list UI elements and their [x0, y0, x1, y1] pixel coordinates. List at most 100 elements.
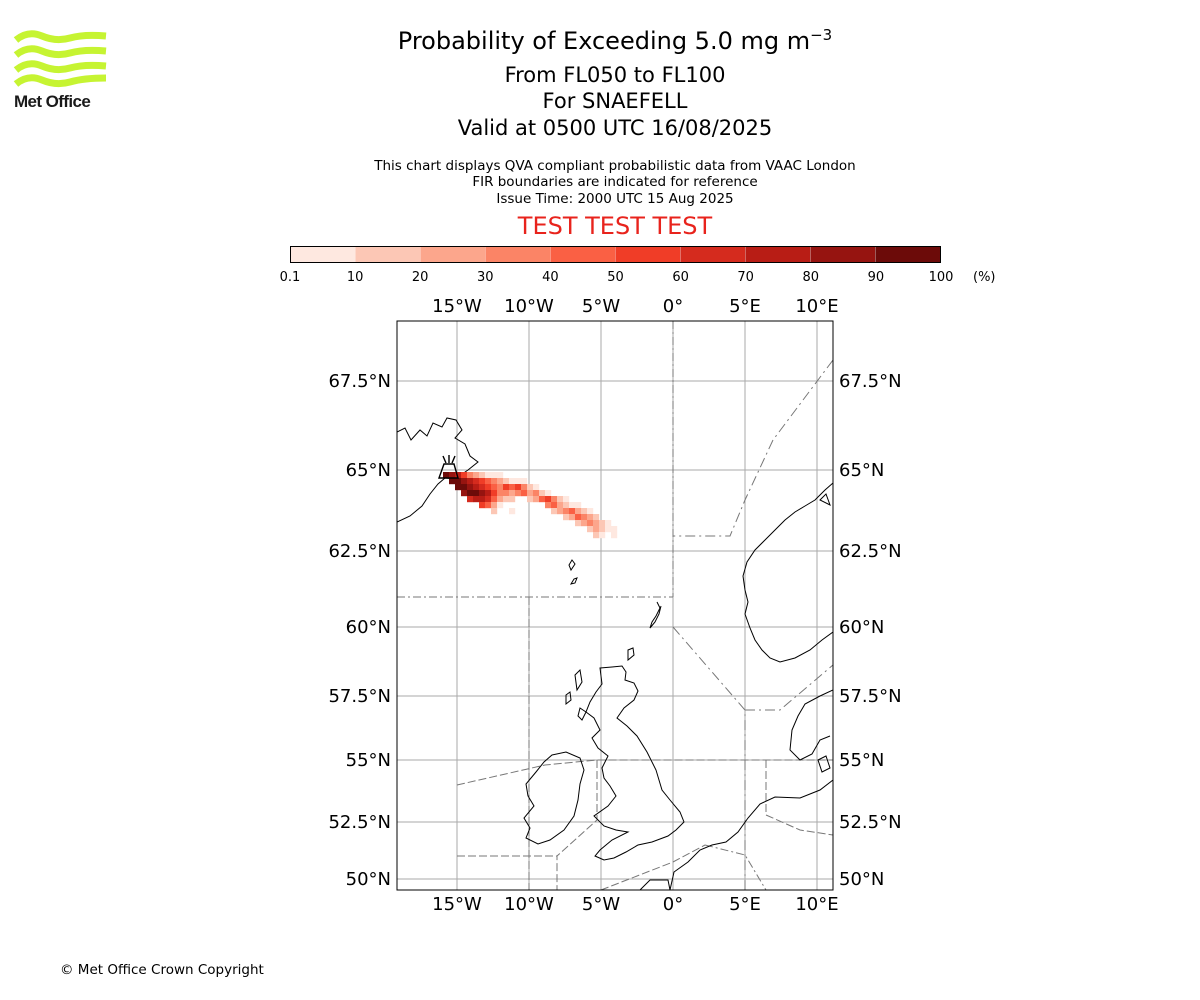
- colorbar-tick-label: 30: [477, 270, 494, 285]
- ash-cell: [473, 496, 480, 503]
- ash-cell: [599, 520, 606, 527]
- colorbar-tick-label: 40: [542, 270, 559, 285]
- ash-cell: [497, 490, 504, 497]
- ash-cell: [503, 496, 510, 503]
- copyright: © Met Office Crown Copyright: [60, 962, 264, 978]
- colorbar-segment: [420, 247, 485, 262]
- ash-cell: [605, 520, 612, 527]
- colorbar-segment: [355, 247, 420, 262]
- ash-cell: [581, 520, 588, 527]
- longitude-label: 10°E: [795, 894, 838, 915]
- ash-cell: [485, 484, 492, 491]
- ash-cell: [509, 508, 516, 515]
- fir-note: FIR boundaries are indicated for referen…: [472, 174, 758, 190]
- longitude-label: 5°E: [729, 296, 761, 317]
- ash-cell: [491, 484, 498, 491]
- ash-cell: [569, 514, 576, 521]
- latitude-label: 55°N: [346, 750, 391, 771]
- ash-cell: [527, 496, 534, 503]
- title-exponent: −3: [810, 26, 833, 44]
- ash-cell: [497, 502, 504, 509]
- ash-cell: [515, 490, 522, 497]
- ash-cell: [485, 472, 492, 479]
- longitude-label: 15°W: [432, 894, 482, 915]
- longitude-label: 5°W: [582, 894, 620, 915]
- valid-time: Valid at 0500 UTC 16/08/2025: [457, 116, 773, 140]
- ash-cell: [569, 502, 576, 509]
- logo-text: Met Office: [14, 92, 91, 111]
- ash-cell: [473, 484, 480, 491]
- met-office-logo-icon: [13, 30, 107, 88]
- ash-cell: [599, 526, 606, 533]
- colorbar-tick-label: 10: [346, 270, 364, 285]
- colorbar-segment: [810, 247, 875, 262]
- ash-probability-field: [443, 472, 618, 539]
- colorbar-segment: [745, 247, 810, 262]
- longitude-label: 10°W: [504, 894, 554, 915]
- ash-cell: [539, 496, 546, 503]
- ash-cell: [461, 484, 468, 491]
- ash-cell: [593, 514, 600, 521]
- ash-cell: [581, 514, 588, 521]
- ash-cell: [473, 490, 480, 497]
- ash-cell: [479, 502, 486, 509]
- ash-cell: [587, 526, 594, 533]
- ash-cell: [455, 478, 462, 485]
- ash-cell: [503, 484, 510, 491]
- chart-title: Probability of Exceeding 5.0 mg m−3: [397, 26, 833, 55]
- ash-cell: [533, 490, 540, 497]
- ash-cell: [515, 484, 522, 491]
- ash-cell: [491, 478, 498, 485]
- ash-cell: [533, 496, 540, 503]
- colorbar-segment: [680, 247, 745, 262]
- latitude-label: 67.5°N: [328, 371, 391, 392]
- ash-cell: [551, 496, 558, 503]
- gridlines: [397, 321, 833, 890]
- ash-cell: [521, 478, 528, 485]
- colorbar-segment: [875, 247, 940, 262]
- volcano-name: For SNAEFELL: [542, 89, 688, 113]
- ash-cell: [485, 490, 492, 497]
- ash-cell: [545, 502, 552, 509]
- ash-cell: [461, 478, 468, 485]
- longitude-labels-top: 15°W 10°W 5°W 0° 5°E 10°E: [432, 296, 838, 317]
- ash-cell: [491, 472, 498, 479]
- ash-cell: [539, 490, 546, 497]
- ash-cell: [533, 484, 540, 491]
- ash-cell: [563, 502, 570, 509]
- ash-cell: [587, 520, 594, 527]
- ash-cell: [497, 484, 504, 491]
- ash-cell: [497, 496, 504, 503]
- ash-cell: [467, 484, 474, 491]
- ash-cell: [479, 490, 486, 497]
- ash-cell: [485, 496, 492, 503]
- ash-cell: [467, 490, 474, 497]
- ash-cell: [599, 532, 606, 539]
- ash-cell: [497, 478, 504, 485]
- colorbar-tick-label: 50: [607, 270, 624, 285]
- ash-cell: [575, 514, 582, 521]
- ash-cell: [563, 496, 570, 503]
- ash-cell: [509, 484, 516, 491]
- ash-cell: [593, 526, 600, 533]
- ash-cell: [527, 484, 534, 491]
- volcano-icon: [438, 455, 459, 479]
- latitude-label: 52.5°N: [839, 812, 902, 833]
- latitude-label: 50°N: [839, 869, 884, 890]
- longitude-labels-bottom: 15°W 10°W 5°W 0° 5°E 10°E: [432, 894, 838, 915]
- ash-cell: [473, 478, 480, 485]
- colorbar-tick-label: 70: [737, 270, 754, 285]
- latitude-label: 57.5°N: [839, 686, 902, 707]
- ash-cell: [581, 508, 588, 515]
- issue-time: Issue Time: 2000 UTC 15 Aug 2025: [496, 191, 734, 207]
- ash-cell: [491, 508, 498, 515]
- ash-cell: [449, 472, 456, 479]
- longitude-label: 10°W: [504, 296, 554, 317]
- latitude-label: 67.5°N: [839, 371, 902, 392]
- test-banner: TEST TEST TEST: [517, 212, 713, 240]
- colorbar: [290, 246, 941, 263]
- level-range: From FL050 to FL100: [504, 63, 726, 87]
- ash-cell: [527, 490, 534, 497]
- longitude-label: 5°E: [729, 894, 761, 915]
- ash-cell: [509, 490, 516, 497]
